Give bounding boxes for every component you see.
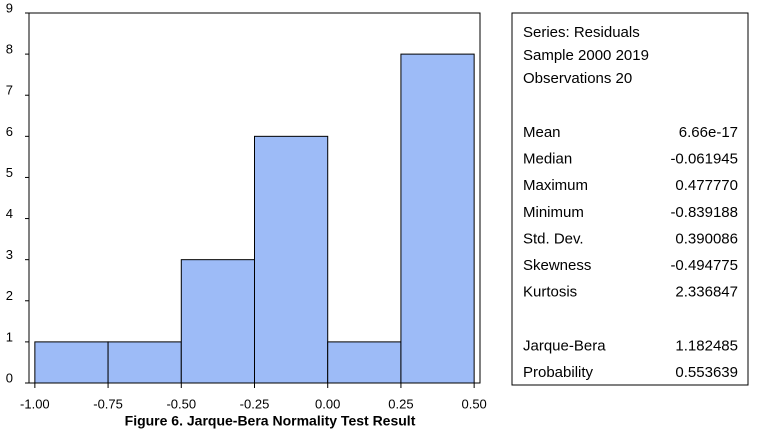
stats-label: Mean [523,124,561,141]
y-tick-label: 3 [6,247,13,262]
y-tick-label: 2 [6,288,13,303]
y-tick-label: 0 [6,370,13,385]
y-tick-label: 1 [6,329,13,344]
y-tick-label: 4 [6,206,13,221]
y-tick-label: 5 [6,165,13,180]
stats-header: Series: Residuals [523,24,640,41]
y-tick-label: 7 [6,83,13,98]
bar [180,259,256,384]
stats-box [511,12,749,386]
stats-value: -0.839188 [670,204,738,221]
x-tick-label: 0.00 [315,396,340,411]
stats-value: 1.182485 [675,338,738,355]
x-tick-label: -0.50 [166,396,196,411]
stats-value: 6.66e-17 [679,124,738,141]
x-tick-label: 0.50 [461,396,486,411]
y-tick-label: 8 [6,42,13,57]
x-tick-label: -1.00 [20,396,50,411]
x-tick-label: -0.75 [93,396,123,411]
stats-label: Skewness [523,257,591,274]
stats-value: 2.336847 [675,284,738,301]
x-tick-label: -0.25 [240,396,270,411]
y-tick-label: 9 [6,0,13,15]
stats-value: 0.553639 [675,364,738,381]
stats-value: -0.494775 [670,257,738,274]
stats-label: Std. Dev. [523,230,584,247]
stats-value: 0.477770 [675,177,738,194]
y-tick-label: 6 [6,124,13,139]
chart-title: Figure 6. Jarque-Bera Normality Test Res… [125,413,416,429]
stats-header: Sample 2000 2019 [523,47,649,64]
stats-label: Median [523,151,572,168]
bar [400,53,475,384]
stats-label: Probability [523,364,594,381]
bar [254,135,329,384]
stats-label: Kurtosis [523,284,577,301]
stats-label: Maximum [523,177,588,194]
stats-label: Jarque-Bera [523,338,606,355]
stats-label: Minimum [523,204,584,221]
bar [107,341,182,384]
stats-value: 0.390086 [675,230,738,247]
bar [34,341,109,384]
bar [327,341,402,384]
stats-value: -0.061945 [670,151,738,168]
x-tick-label: 0.25 [388,396,413,411]
stats-header: Observations 20 [523,70,632,87]
